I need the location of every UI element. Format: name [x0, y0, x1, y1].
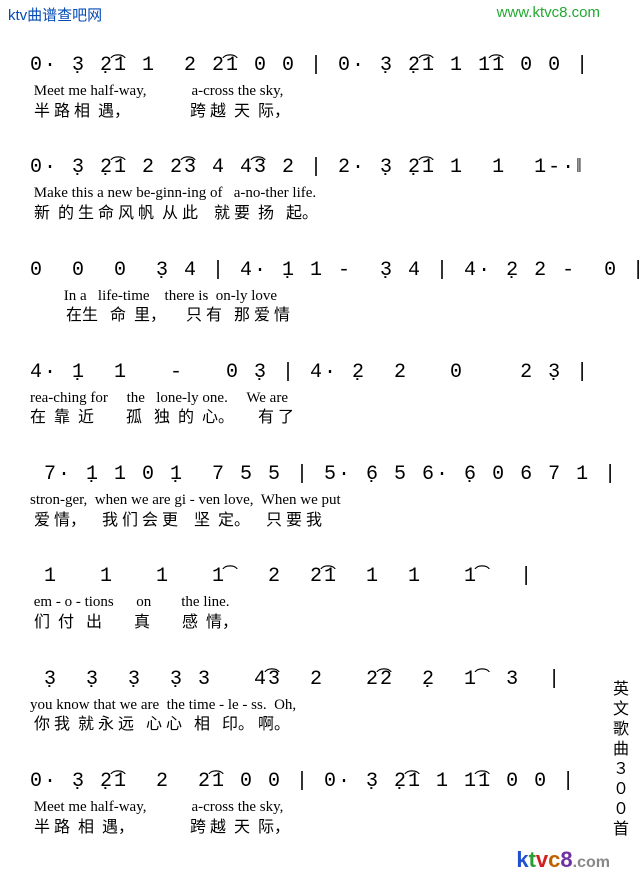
wm-dotcom: .com — [573, 854, 610, 871]
header-left-label: ktv曲谱查吧网 — [8, 4, 102, 25]
wm-letter-t: t — [529, 847, 536, 872]
lyrics-chinese: 们 付 出 真 感 情， — [30, 613, 595, 634]
notation-row: 4· 1̣ 1 - 0 3̣ | 4· 2̣ 2 0 2 3̣ | — [30, 357, 595, 389]
lyrics-chinese: 新 的 生 命 风 帆 从 此 就 要 扬 起。 — [30, 204, 595, 225]
wm-letter-v: v — [536, 847, 548, 872]
wm-letter-k: k — [516, 847, 528, 872]
lyrics-english: rea-ching for the lone-ly one. We are — [30, 389, 595, 409]
notation-row: 3̣ 3̣ 3̣ 3̣ 3 4͡3 2 2͡2 2̣ 1͡ 3 | — [30, 664, 595, 696]
lyrics-chinese: 在 靠 近 孤 独 的 心。 有 了 — [30, 408, 595, 429]
lyrics-english: you know that we are the time - le - ss.… — [30, 696, 595, 716]
wm-letter-c: c — [548, 847, 560, 872]
music-line: 4· 1̣ 1 - 0 3̣ | 4· 2̣ 2 0 2 3̣ | rea-ch… — [30, 357, 595, 429]
notation-row: 0· 3̣ 2̣͡1 1 2 2͡1 0 0 | 0· 3̣ 2̣͡1 1 1͡… — [30, 50, 595, 82]
music-line: 0· 3̣ 2̣͡1 2 2͡3 4 4͡3 2 | 2· 3̣ 2̣͡1 1 … — [30, 152, 595, 224]
notation-row: 1 1 1 1͡ 2 2͡1 1 1 1͡ | — [30, 561, 595, 593]
music-line: 1 1 1 1͡ 2 2͡1 1 1 1͡ | em - o - tions o… — [30, 561, 595, 633]
watermark-logo: ktvc8.com — [516, 847, 610, 873]
notation-row: 0· 3̣ 2̣͡1 2 2͡1 0 0 | 0· 3̣ 2̣͡1 1 1͡1 … — [30, 766, 595, 798]
music-line: 0· 3̣ 2̣͡1 2 2͡1 0 0 | 0· 3̣ 2̣͡1 1 1͡1 … — [30, 766, 595, 838]
lyrics-english: Meet me half-way, a-cross the sky, — [30, 82, 595, 102]
lyrics-chinese: 半 路 相 遇， 跨 越 天 际， — [30, 102, 595, 123]
lyrics-chinese: 爱 情， 我 们 会 更 坚 定。 只 要 我 — [30, 511, 595, 532]
lyrics-english: Make this a new be-ginn-ing of a-no-ther… — [30, 184, 595, 204]
lyrics-chinese: 在生 命 里， 只 有 那 爱 情 — [30, 306, 595, 327]
lyrics-chinese: 你 我 就 永 远 心 心 相 印。 啊。 — [30, 715, 595, 736]
music-line: 0· 3̣ 2̣͡1 1 2 2͡1 0 0 | 0· 3̣ 2̣͡1 1 1͡… — [30, 50, 595, 122]
music-line: 7· 1̣ 1 0 1̣ 7 5 5 | 5· 6̣ 5 6· 6̣ 0 6 7… — [30, 459, 595, 531]
music-line: 0 0 0 3̣ 4 | 4· 1̣ 1 - 3̣ 4 | 4· 2̣ 2 - … — [30, 255, 595, 327]
side-vertical-label: 英文歌曲３００首 — [606, 680, 630, 840]
music-line: 3̣ 3̣ 3̣ 3̣ 3 4͡3 2 2͡2 2̣ 1͡ 3 | you kn… — [30, 664, 595, 736]
music-sheet: 0· 3̣ 2̣͡1 1 2 2͡1 0 0 | 0· 3̣ 2̣͡1 1 1͡… — [30, 50, 595, 868]
notation-row: 7· 1̣ 1 0 1̣ 7 5 5 | 5· 6̣ 5 6· 6̣ 0 6 7… — [30, 459, 595, 491]
header-right-url: www.ktvc8.com — [497, 4, 600, 21]
lyrics-english: Meet me half-way, a-cross the sky, — [30, 798, 595, 818]
lyrics-english: In a life-time there is on-ly love — [30, 287, 595, 307]
notation-row: 0· 3̣ 2̣͡1 2 2͡3 4 4͡3 2 | 2· 3̣ 2̣͡1 1 … — [30, 152, 595, 184]
wm-letter-8: 8 — [560, 847, 572, 872]
lyrics-english: stron-ger, when we are gi - ven love, Wh… — [30, 491, 595, 511]
notation-row: 0 0 0 3̣ 4 | 4· 1̣ 1 - 3̣ 4 | 4· 2̣ 2 - … — [30, 255, 595, 287]
lyrics-chinese: 半 路 相 遇， 跨 越 天 际， — [30, 818, 595, 839]
lyrics-english: em - o - tions on the line. — [30, 593, 595, 613]
